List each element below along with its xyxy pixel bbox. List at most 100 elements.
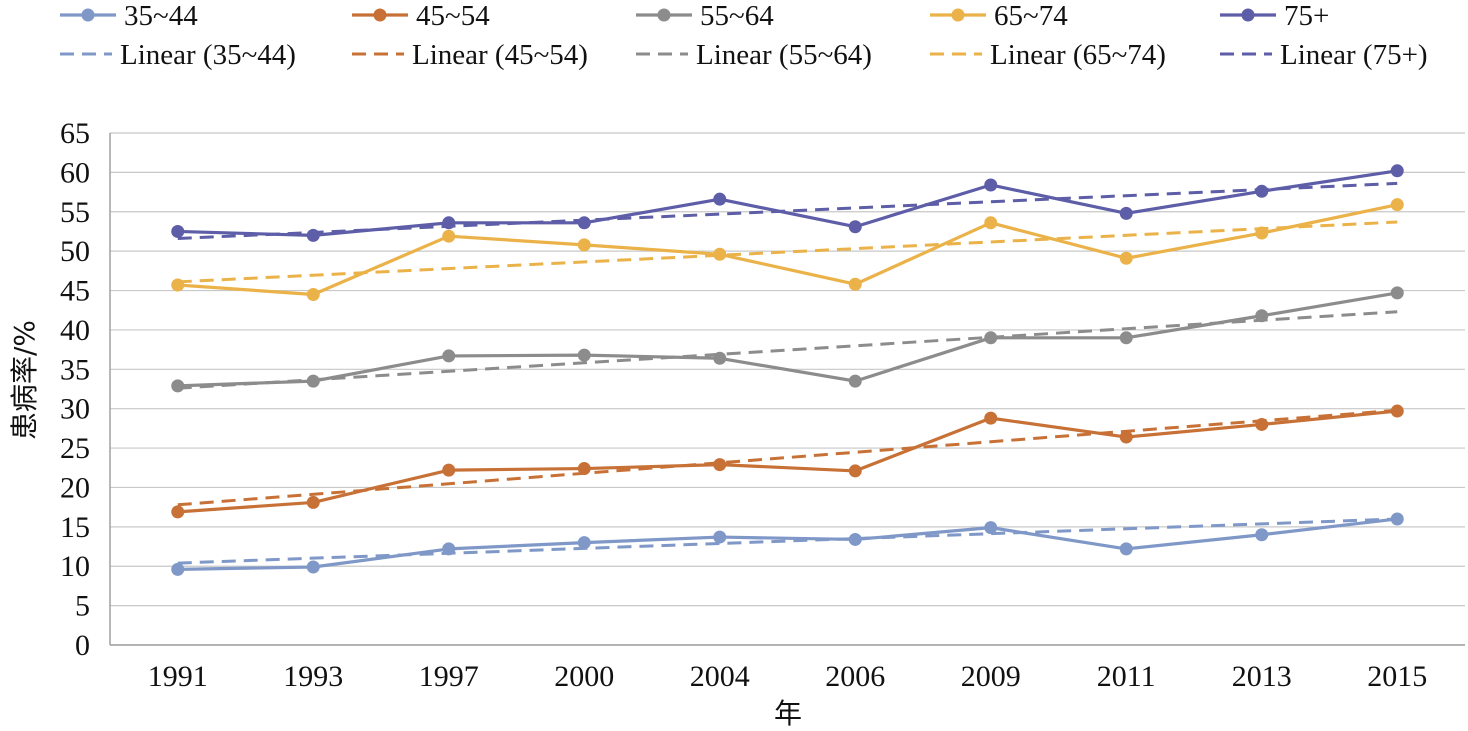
legend-label: 65~74: [994, 0, 1068, 32]
data-point-45~54: [1119, 430, 1133, 444]
data-point-55~64: [984, 331, 998, 345]
data-point-65~74: [1255, 226, 1269, 240]
trendline-45~54: [177, 408, 1398, 507]
legend-label: 45~54: [416, 0, 490, 32]
y-axis-ticks: 0 5 10 15 20 25 30 35 40 45 50 55 60 65: [60, 117, 90, 662]
trendline-65~74: [177, 220, 1398, 284]
x-tick-label: 2006: [825, 660, 885, 693]
data-point-35~44: [1390, 512, 1404, 526]
y-tick-label: 45: [60, 275, 90, 308]
legend-label: 75+: [1284, 0, 1329, 32]
y-tick-label: 50: [60, 235, 90, 268]
legend-marker-65~74: [951, 8, 965, 22]
x-tick-label: 1993: [283, 660, 343, 693]
series-line-35~44: [177, 517, 1398, 571]
data-point-35~44: [442, 542, 456, 556]
series-line-65~74: [177, 203, 1398, 297]
data-point-55~64: [171, 379, 185, 393]
data-point-35~44: [984, 521, 998, 535]
series-lines: [171, 164, 1404, 576]
y-tick-label: 30: [60, 393, 90, 426]
gridlines: [109, 132, 1465, 646]
data-point-55~64: [442, 349, 456, 363]
x-axis-ticks: 1991 1993 1997 2000 2004 2006 2009 2011 2013 2015: [148, 660, 1428, 693]
y-tick-label: 35: [60, 353, 90, 386]
data-point-75+: [306, 228, 320, 242]
x-axis-title: 年: [774, 697, 802, 730]
data-point-55~64: [1390, 286, 1404, 300]
data-point-55~64: [848, 374, 862, 388]
data-point-65~74: [713, 247, 727, 261]
data-point-75+: [984, 178, 998, 192]
x-tick-label: 2004: [690, 660, 750, 693]
data-point-55~64: [713, 351, 727, 365]
legend-marker-55~64: [657, 8, 671, 22]
data-point-65~74: [984, 216, 998, 230]
legend-trend-label: Linear (75+): [1280, 39, 1428, 71]
y-tick-label: 60: [60, 156, 90, 189]
data-point-45~54: [442, 463, 456, 477]
x-tick-label: 1997: [419, 660, 479, 693]
y-tick-label: 25: [60, 432, 90, 465]
legend: 35~44 Linear (35~44) 45~54 Linear (45~54) 55…: [60, 0, 1428, 71]
legend-trend-label: Linear (45~54): [412, 39, 588, 71]
y-tick-label: 65: [60, 117, 90, 150]
y-tick-label: 40: [60, 314, 90, 347]
series-line-55~64: [177, 291, 1398, 388]
legend-trend-label: Linear (65~74): [990, 39, 1166, 71]
data-point-65~74: [848, 277, 862, 291]
data-point-35~44: [848, 532, 862, 546]
data-point-75+: [1255, 184, 1269, 198]
y-tick-label: 0: [75, 629, 90, 662]
series-line-45~54: [177, 409, 1398, 514]
x-tick-label: 2000: [554, 660, 614, 693]
data-point-75+: [577, 216, 591, 230]
data-point-45~54: [1255, 417, 1269, 431]
data-point-45~54: [1390, 404, 1404, 418]
data-point-45~54: [171, 505, 185, 519]
data-point-75+: [1390, 164, 1404, 178]
data-point-35~44: [306, 560, 320, 574]
data-point-55~64: [1119, 331, 1133, 345]
data-point-75+: [1119, 206, 1133, 220]
data-point-55~64: [577, 348, 591, 362]
data-point-35~44: [171, 562, 185, 576]
data-point-45~54: [577, 462, 591, 476]
legend-label: 55~64: [700, 0, 774, 32]
data-point-45~54: [848, 464, 862, 478]
trendline-35~44: [177, 517, 1398, 565]
legend-label: 35~44: [124, 0, 198, 32]
data-point-75+: [171, 224, 185, 238]
legend-marker-45~54: [373, 8, 387, 22]
y-tick-label: 10: [60, 550, 90, 583]
data-point-65~74: [171, 278, 185, 292]
legend-marker-75+: [1241, 8, 1255, 22]
y-tick-label: 55: [60, 196, 90, 229]
data-point-65~74: [442, 229, 456, 243]
data-point-55~64: [306, 374, 320, 388]
y-tick-label: 20: [60, 471, 90, 504]
data-point-75+: [713, 192, 727, 206]
data-point-75+: [848, 220, 862, 234]
x-tick-label: 1991: [148, 660, 208, 693]
data-point-75+: [442, 216, 456, 230]
data-point-65~74: [577, 238, 591, 252]
y-tick-label: 15: [60, 511, 90, 544]
data-point-55~64: [1255, 309, 1269, 323]
data-point-65~74: [1390, 198, 1404, 212]
data-point-65~74: [1119, 251, 1133, 265]
series-line-75+: [177, 169, 1398, 237]
data-point-45~54: [984, 411, 998, 425]
y-tick-label: 5: [75, 590, 90, 623]
trendline-55~64: [177, 310, 1398, 390]
data-point-35~44: [1119, 542, 1133, 556]
data-point-45~54: [306, 495, 320, 509]
x-tick-label: 2015: [1367, 660, 1427, 693]
data-point-35~44: [577, 536, 591, 550]
legend-trend-label: Linear (35~44): [120, 39, 296, 71]
x-tick-label: 2011: [1097, 660, 1156, 693]
data-point-65~74: [306, 287, 320, 301]
legend-trend-label: Linear (55~64): [696, 39, 872, 71]
x-tick-label: 2009: [961, 660, 1021, 693]
